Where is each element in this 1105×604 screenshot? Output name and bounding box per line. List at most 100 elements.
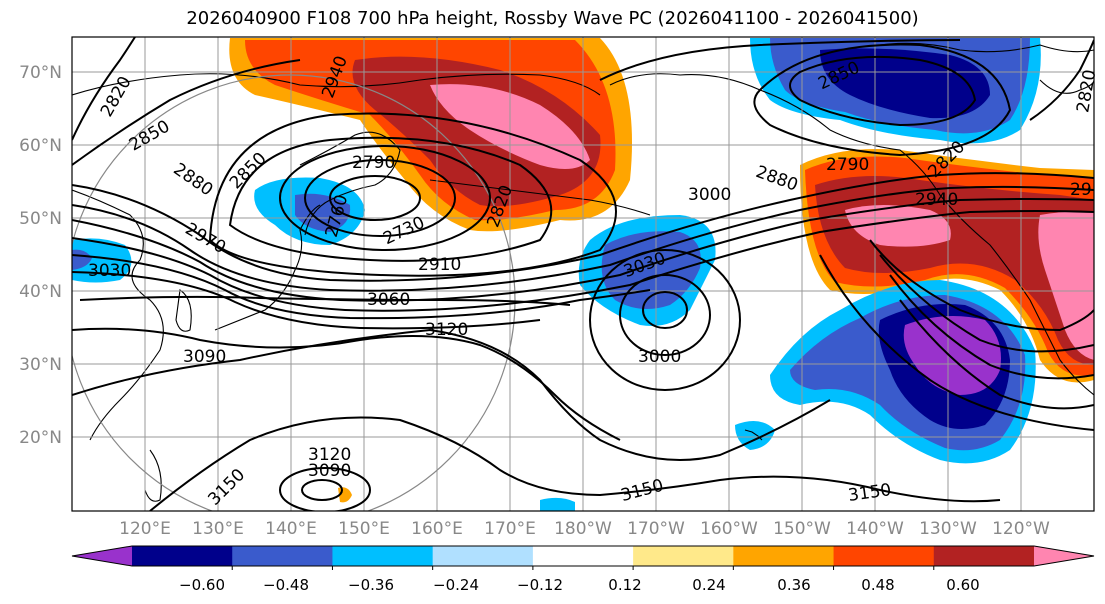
- contour-low-3: [279, 145, 491, 251]
- lon-label: 140°E: [265, 519, 317, 539]
- lon-label: 130°W: [919, 519, 977, 539]
- colorbar-segment: [833, 546, 935, 566]
- lat-label: 30°N: [19, 355, 62, 375]
- contour-arctic-2: [753, 43, 1012, 157]
- contour-ne-2820: [1029, 39, 1094, 121]
- colorbar-tick-label: 0.24: [692, 576, 725, 594]
- colorbar-segment: [332, 546, 434, 566]
- negative-anomaly-subtropical-core: [903, 316, 1001, 395]
- contour-label: 3090: [183, 347, 226, 367]
- positive-anomaly-gulf-of-alaska-core: [845, 205, 951, 247]
- negative-anomaly-east-asia: [72, 238, 132, 283]
- map-title: 2026040900 F108 700 hPa height, Rossby W…: [186, 8, 919, 29]
- colorbar-tick-label: 0.36: [777, 576, 810, 594]
- coast-arctic-islands: [879, 42, 1094, 53]
- contour-label: 2790: [352, 153, 395, 173]
- lon-label: 140°W: [846, 519, 904, 539]
- contour-south-low-1: [301, 479, 343, 501]
- contour-3030: [72, 271, 541, 330]
- contour-nw-2820: [72, 37, 136, 141]
- contour-3060: [79, 295, 571, 306]
- colorbar-segment: [432, 546, 534, 566]
- lon-label: 160°E: [411, 519, 463, 539]
- contour-label: 3120: [425, 320, 468, 340]
- contour-low-1: [329, 175, 421, 221]
- colorbar-tick-label: 0.48: [861, 576, 894, 594]
- coast-philippines: [144, 449, 162, 502]
- latitude-labels: 70°N 60°N 50°N 40°N 30°N 20°N: [19, 63, 62, 448]
- lon-label: 170°W: [627, 519, 685, 539]
- contour-cp-low-1: [642, 291, 688, 329]
- contour-3120: [72, 328, 831, 461]
- colorbar-tick-label: 0.12: [608, 576, 641, 594]
- contour-2910: [72, 185, 1094, 292]
- contour-label: 3120: [308, 445, 351, 465]
- colorbar-segment: [132, 546, 233, 566]
- lat-label: 50°N: [19, 209, 62, 229]
- colorbar-segment: [232, 546, 333, 566]
- coast-japan: [214, 204, 321, 331]
- contour-arctic-3: [599, 39, 961, 81]
- coastlines: [72, 42, 1094, 502]
- contour-trough-1: [869, 239, 1094, 332]
- contour-label: 3030: [88, 261, 131, 281]
- contour-3000: [72, 254, 651, 320]
- colorbar-tick-label: 0.60: [946, 576, 979, 594]
- lat-label: 40°N: [19, 282, 62, 302]
- colorbar-segment: [633, 546, 734, 566]
- contour-trough-2: [879, 254, 1094, 353]
- colorbar-tick-label: −0.12: [517, 576, 563, 594]
- coast-siberia: [72, 73, 601, 96]
- longitude-labels: 120°E 130°E 140°E 150°E 160°E 170°E 180°…: [119, 519, 1050, 539]
- contour-2850-west: [208, 112, 617, 277]
- colorbar-tick-label: −0.36: [348, 576, 394, 594]
- contour-trough-4: [899, 299, 1094, 410]
- lon-label: 150°W: [773, 519, 831, 539]
- colorbar-segment: [532, 546, 634, 566]
- lon-label: 180°W: [554, 519, 612, 539]
- colorbar-tick-label: −0.60: [179, 576, 225, 594]
- contour-low-2: [304, 159, 456, 237]
- contour-2880-west: [72, 172, 1094, 282]
- height-contours: [72, 37, 1094, 511]
- negative-anomaly-south: [540, 497, 575, 511]
- contour-2820-west: [228, 136, 553, 262]
- contour-cp-low-2: [619, 274, 711, 356]
- lon-label: 120°E: [119, 519, 171, 539]
- contour-label: 2910: [418, 255, 461, 275]
- coast-hudson: [1039, 79, 1094, 94]
- contour-label: 3000: [688, 185, 731, 205]
- negative-anomaly-hawaii: [735, 421, 775, 450]
- colorbar-segment: [733, 546, 835, 566]
- coast-aleutians: [429, 179, 651, 216]
- contour-label: 2940: [915, 190, 958, 210]
- contour-2970: [72, 210, 1094, 312]
- colorbar-outline: [71, 545, 1095, 567]
- contour-label: 3060: [367, 290, 410, 310]
- contour-label: 29: [1070, 180, 1092, 200]
- contour-label: 3090: [308, 461, 351, 481]
- colorbar-tick-labels: −0.60 −0.48 −0.36 −0.24 −0.12 0.12 0.24 …: [179, 576, 980, 594]
- positive-anomaly-east-core: [1038, 211, 1094, 360]
- lon-label: 160°W: [700, 519, 758, 539]
- coast-east-asia: [72, 189, 164, 441]
- colorbar-segment: [933, 546, 1035, 566]
- lat-label: 70°N: [19, 63, 62, 83]
- lat-label: 60°N: [19, 136, 62, 156]
- contour-label: 3000: [638, 347, 681, 367]
- contour-3150: [149, 416, 1001, 511]
- contour-label: 2790: [826, 155, 869, 175]
- lon-label: 170°E: [484, 519, 536, 539]
- contour-trough-5: [819, 254, 1094, 431]
- contour-arctic-1: [789, 55, 977, 127]
- colorbar-extend-low: [72, 546, 132, 566]
- lon-label: 130°E: [192, 519, 244, 539]
- colorbar: [71, 545, 1095, 570]
- contour-cp-low-3: [589, 249, 741, 391]
- colorbar-tick-label: −0.24: [433, 576, 479, 594]
- colorbar-extend-high: [1034, 546, 1094, 566]
- colorbar-tick-label: −0.48: [263, 576, 309, 594]
- contour-3090: [72, 327, 621, 441]
- range-circle: [72, 74, 516, 511]
